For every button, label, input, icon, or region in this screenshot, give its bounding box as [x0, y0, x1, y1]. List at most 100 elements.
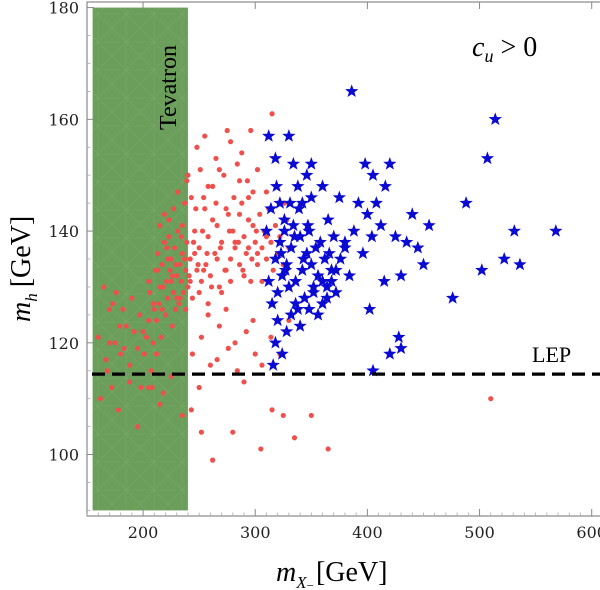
dot-point: [203, 261, 209, 268]
dot-point: [227, 256, 234, 262]
star-point: [259, 224, 274, 237]
dot-point: [268, 239, 274, 245]
dot-point: [210, 457, 216, 463]
x-tick-label: 400: [352, 523, 383, 542]
star-point: [296, 252, 311, 265]
star-point: [475, 263, 489, 276]
dot-point: [113, 289, 119, 296]
dot-point: [106, 306, 113, 312]
dot-point: [186, 273, 192, 279]
dot-point: [198, 429, 204, 435]
dot-point: [183, 267, 189, 273]
dot-point: [112, 340, 118, 346]
dot-point: [190, 239, 197, 245]
dot-point: [226, 228, 233, 234]
dot-point: [192, 228, 198, 234]
x-axis-title: mX−[GeV]: [276, 557, 388, 590]
star-point: [306, 285, 321, 299]
star-point: [286, 157, 301, 170]
dot-point: [169, 323, 175, 329]
dot-point: [214, 356, 220, 363]
dot-point: [95, 334, 101, 340]
dot-point: [181, 200, 188, 206]
dot-point: [120, 306, 126, 312]
dot-point: [158, 334, 164, 340]
dot-point: [134, 424, 141, 430]
star-point: [273, 196, 287, 209]
star-point: [374, 218, 388, 232]
star-point: [422, 218, 436, 232]
y-tick-label: 160: [48, 110, 79, 129]
dot-point: [195, 261, 201, 268]
dot-point: [179, 222, 185, 229]
star-point: [311, 268, 325, 282]
dot-point: [263, 189, 270, 195]
dot-point: [248, 278, 254, 284]
dot-point: [188, 407, 194, 413]
star-point: [304, 157, 318, 170]
star-point: [345, 84, 359, 98]
dot-point: [134, 345, 141, 351]
star-point: [309, 240, 323, 254]
dot-point: [181, 256, 188, 262]
dot-point: [244, 178, 250, 184]
star-point: [497, 252, 511, 265]
dot-point: [141, 351, 147, 357]
y-axis-title: mh[GeV]: [6, 216, 41, 322]
star-point: [313, 235, 327, 248]
star-point: [279, 324, 294, 338]
dot-point: [243, 329, 249, 335]
star-point: [271, 285, 285, 299]
star-point: [378, 179, 392, 193]
dot-point: [234, 161, 240, 167]
dot-point: [188, 194, 194, 201]
star-point: [365, 229, 379, 243]
dot-point: [245, 217, 252, 223]
dot-point: [151, 306, 157, 312]
star-point: [293, 319, 307, 332]
star-point: [265, 296, 279, 310]
star-point: [513, 257, 527, 271]
dot-point: [143, 334, 150, 340]
dot-point: [216, 167, 222, 173]
star-point: [291, 179, 305, 193]
star-point: [287, 229, 302, 243]
star-point: [306, 279, 321, 293]
star-point: [318, 252, 332, 265]
y-tick-label: 180: [48, 0, 79, 18]
dot-point: [227, 278, 234, 284]
dot-point: [116, 323, 123, 329]
dot-point: [210, 217, 216, 223]
star-point: [488, 112, 502, 125]
lep-label: LEP: [532, 342, 571, 367]
dot-point: [168, 278, 174, 284]
dot-point: [222, 267, 228, 273]
star-point: [277, 212, 292, 226]
dot-point: [193, 206, 199, 212]
dot-point: [280, 412, 286, 419]
dot-point: [214, 256, 220, 262]
dot-point: [232, 340, 238, 346]
dot-point: [101, 284, 107, 290]
star-point: [320, 279, 334, 293]
star-point: [315, 274, 330, 288]
star-point: [302, 302, 316, 315]
dot-point: [227, 139, 234, 145]
x-tick-label: 200: [128, 523, 159, 542]
dot-point: [198, 334, 204, 340]
dot-point: [253, 228, 259, 234]
dot-point: [115, 407, 122, 413]
dot-point: [207, 273, 213, 279]
dot-point: [97, 396, 104, 402]
points-layer: [95, 84, 563, 463]
star-point: [264, 201, 278, 215]
star-point: [275, 346, 289, 360]
dot-point: [272, 222, 279, 229]
dot-point: [194, 144, 200, 150]
ticks-layer: 200 300 400 500 600 100 120 140 160 180: [48, 0, 600, 542]
star-point: [333, 252, 348, 265]
dot-point: [192, 250, 198, 257]
dot-point: [325, 446, 331, 452]
dot-point: [308, 412, 314, 419]
